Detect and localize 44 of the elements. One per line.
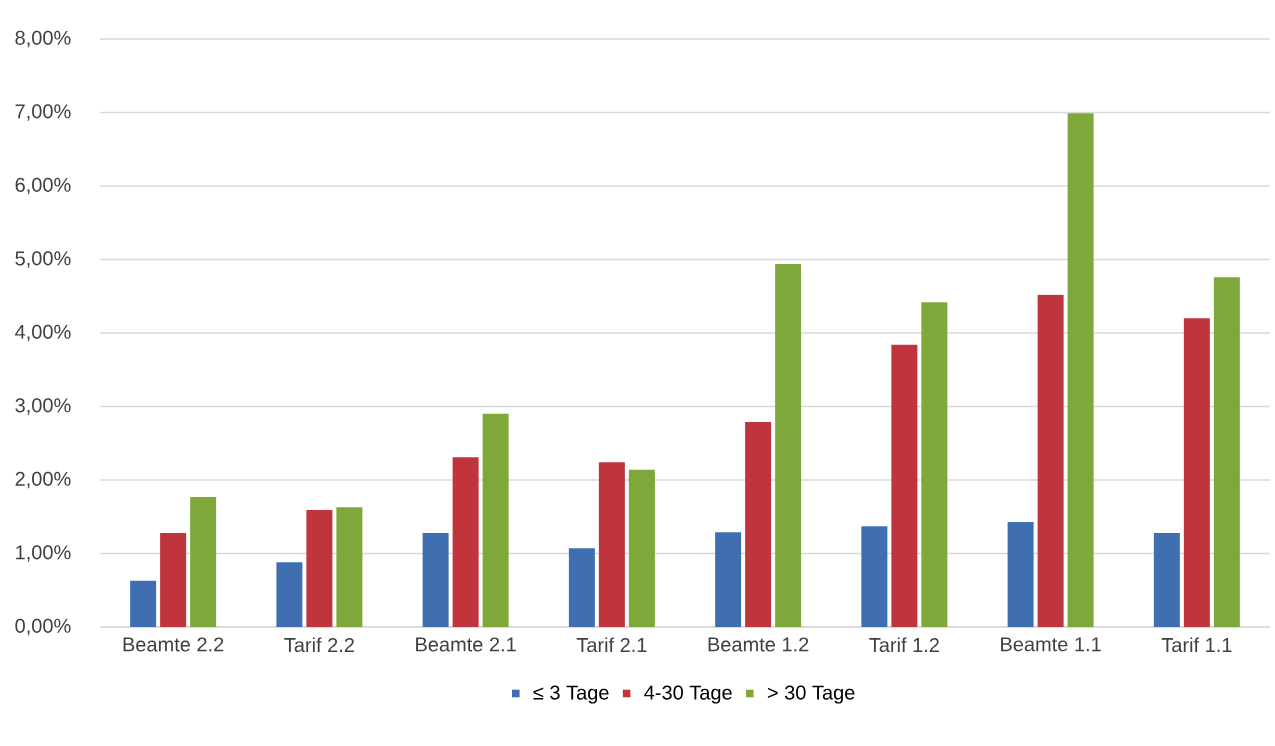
bar — [628, 469, 655, 627]
bar — [1007, 521, 1034, 627]
y-tick-label: 6,00% — [15, 177, 71, 195]
bar — [1067, 113, 1094, 627]
bar — [861, 526, 888, 627]
bar — [306, 510, 333, 627]
bar — [745, 421, 772, 627]
bar — [1153, 532, 1180, 627]
y-tick-label: 3,00% — [15, 398, 71, 415]
x-tick-label: Beamte 2.1 — [416, 637, 516, 652]
bar — [160, 532, 187, 627]
y-tick-label: 4,00% — [15, 324, 71, 342]
x-tick-label: Beamte 1.2 — [708, 637, 809, 652]
legend-label: 4-30 Tage — [644, 685, 732, 704]
x-tick-label: Tarif 2.1 — [576, 637, 647, 653]
bar — [715, 532, 742, 627]
bar — [422, 532, 449, 627]
y-tick-label: 8,00% — [15, 30, 71, 48]
bar — [1183, 318, 1210, 627]
x-tick-label: Beamte 1.1 — [1001, 637, 1101, 652]
bar — [276, 562, 303, 627]
y-tick-label: 1,00% — [16, 545, 71, 562]
legend-label: ≤ 3 Tage — [533, 685, 609, 704]
bar — [1213, 277, 1240, 627]
legend-label: > 30 Tage — [767, 685, 855, 704]
bar — [891, 344, 918, 627]
x-tick-label: Tarif 1.2 — [869, 637, 939, 653]
bar — [568, 548, 595, 627]
bar — [130, 580, 157, 627]
bar — [190, 496, 217, 627]
x-tick-label: Beamte 2.2 — [123, 637, 224, 652]
y-tick-label: 7,00% — [15, 104, 71, 121]
bar — [921, 302, 948, 627]
bar — [336, 507, 363, 627]
y-tick-label: 5,00% — [15, 251, 71, 268]
y-tick-label: 0,00% — [15, 618, 71, 636]
x-tick-label: Tarif 1.1 — [1161, 637, 1232, 653]
bar — [598, 462, 625, 627]
bar — [482, 413, 509, 627]
bar — [1037, 294, 1064, 627]
y-tick-label: 2,00% — [15, 471, 71, 489]
bar — [452, 457, 479, 627]
bar — [775, 263, 802, 627]
x-tick-label: Tarif 2.2 — [284, 637, 354, 653]
